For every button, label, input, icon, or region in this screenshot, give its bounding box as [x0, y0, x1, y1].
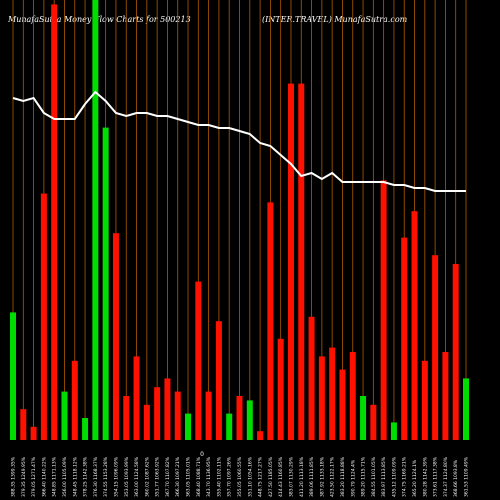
money-flow-bar [349, 352, 356, 440]
x-tick-label: 360.02 1087.62% [144, 456, 150, 497]
x-tick-label: 363.00 1124.58% [134, 456, 140, 497]
x-tick-label: 366.40 1140.22% [41, 456, 47, 497]
x-tick-label: 355.05 1060.55% [237, 456, 243, 497]
money-flow-bar [298, 83, 305, 440]
x-axis-tick-labels: 388.35 1399.35% 379.35 1249.95% 379.05 127… [11, 456, 470, 497]
x-tick-label: 366.30 1097.21% [175, 456, 181, 497]
money-flow-bar [318, 356, 325, 440]
x-tick-label: 351.10 1054.16% [247, 456, 253, 497]
money-flow-bar [123, 396, 130, 440]
x-tick-label: 388.35 1399.35% [11, 456, 17, 497]
chart-subtitle: (INTER.TRAVEL) MunafaSutra.com [262, 15, 408, 24]
money-flow-bar [30, 426, 37, 440]
x-tick-label: 389.20 1115.71% [361, 456, 367, 497]
x-tick-label: 348.85 1171.13% [52, 456, 58, 497]
x-tick-label: 423.50 1122.17% [330, 456, 336, 497]
money-flow-bar [154, 387, 161, 440]
x-tick-label: 379.35 1249.95% [21, 456, 27, 497]
x-tick-label: 383.07 1130.29% [288, 456, 294, 497]
price-line [12, 90, 466, 192]
x-tick-label: 351.77 1063.92% [155, 456, 161, 497]
x-tick-label: 378.25 1142.38% [83, 456, 89, 497]
chart-title: MunafaSutra Money Flow Charts for 500213 [8, 15, 191, 24]
money-flow-bar [329, 347, 336, 440]
money-flow-bar [421, 360, 428, 440]
x-tick-label: 357.70 1097.26% [227, 456, 233, 497]
x-tick-label: 368.40 1088.71% [196, 456, 202, 497]
money-flow-bar [133, 356, 140, 440]
x-tick-label: 379.05 1271.47% [31, 456, 37, 497]
money-flow-bar [102, 127, 109, 440]
x-tick-label: 389.06 1111.85% [309, 456, 315, 497]
x-tick-label: 376.30 1168.37% [93, 456, 99, 497]
money-flow-bar [10, 312, 16, 440]
x-tick-label: 374.55 1153.28% [103, 456, 109, 497]
money-flow-bar [92, 0, 99, 440]
money-flow-bar [51, 4, 58, 441]
x-tick-label: 435.12 1109.09% [391, 456, 397, 497]
x-tick-label: 390.79 1124.4% [350, 459, 356, 497]
money-flow-bar [143, 404, 150, 440]
money-flow-bar [174, 391, 181, 440]
x-tick-label: 368.66 1093.8% [453, 459, 459, 497]
money-flow-bar [360, 396, 367, 440]
money-flow-bar [370, 404, 377, 440]
x-tick-label: 411.20 1113.18% [299, 456, 305, 497]
money-flow-bar [432, 255, 439, 440]
mid-axis-label: 0 [200, 451, 204, 458]
money-flow-bar [40, 193, 47, 440]
money-flow-bar [452, 264, 459, 440]
x-tick-label: 374.75 1169.21% [402, 456, 408, 497]
money-flow-bar [20, 409, 27, 440]
x-tick-label: 373.61 1117.38% [433, 456, 439, 497]
x-tick-label: 343.70 1136.95% [206, 456, 212, 497]
money-flow-bar [112, 233, 119, 440]
x-tick-label: 414.43 1160.85% [278, 456, 284, 497]
money-flow-bars [10, 0, 469, 441]
money-flow-bar [246, 400, 253, 440]
money-flow-bar [463, 378, 469, 440]
money-flow-bar [236, 396, 243, 440]
money-flow-bar [164, 378, 171, 440]
money-flow-bar [401, 237, 408, 440]
money-flow-bar [277, 338, 284, 440]
money-flow-bar [215, 321, 222, 440]
money-flow-bar [226, 413, 233, 440]
x-tick-label: 427.50 1185.05% [268, 456, 274, 497]
x-tick-label: 348.45 1118.12% [72, 456, 78, 497]
x-tick-label: 353.05 1093.99% [124, 456, 130, 497]
x-tick-label: 355.40 1102.11% [216, 456, 222, 497]
x-tick-label: 354.15 1096.09% [113, 456, 119, 497]
x-tick-label: 367.70 1107.82% [165, 456, 171, 497]
money-flow-bar [71, 360, 78, 440]
x-tick-label: 383.97 1113.85% [381, 456, 387, 497]
money-flow-bar [308, 316, 315, 440]
money-flow-bar [390, 422, 397, 440]
money-flow-bar [380, 180, 387, 440]
money-flow-bar [82, 418, 89, 440]
x-tick-label: 387.92 1133.18% [319, 456, 325, 497]
money-flow-bar [267, 202, 274, 440]
x-tick-label: 374.37 1124.80% [443, 456, 449, 497]
money-flow-bar [205, 391, 212, 440]
money-flow-bar [339, 369, 346, 440]
x-tick-label: 356.00 1105.09% [62, 456, 68, 497]
x-tick-label: 384.55 1101.05% [371, 456, 377, 497]
x-tick-label: 448.75 1217.27% [258, 456, 264, 497]
money-flow-bar [411, 211, 418, 440]
x-tick-label: 365.20 1124.1% [412, 459, 418, 497]
x-tick-label: 363.05 1105.01% [186, 456, 192, 497]
x-tick-label: 361.53 1109.49% [464, 456, 470, 497]
money-flow-bar [442, 352, 449, 440]
gridlines [12, 0, 467, 440]
money-flow-bar [185, 413, 192, 440]
money-flow-bar [257, 431, 264, 440]
x-tick-label: 383.20 1118.88% [340, 456, 346, 497]
money-flow-bar [61, 391, 68, 440]
money-flow-bar [287, 83, 294, 440]
money-flow-bar [195, 281, 202, 440]
x-tick-label: 380.28 1142.39% [422, 456, 428, 497]
